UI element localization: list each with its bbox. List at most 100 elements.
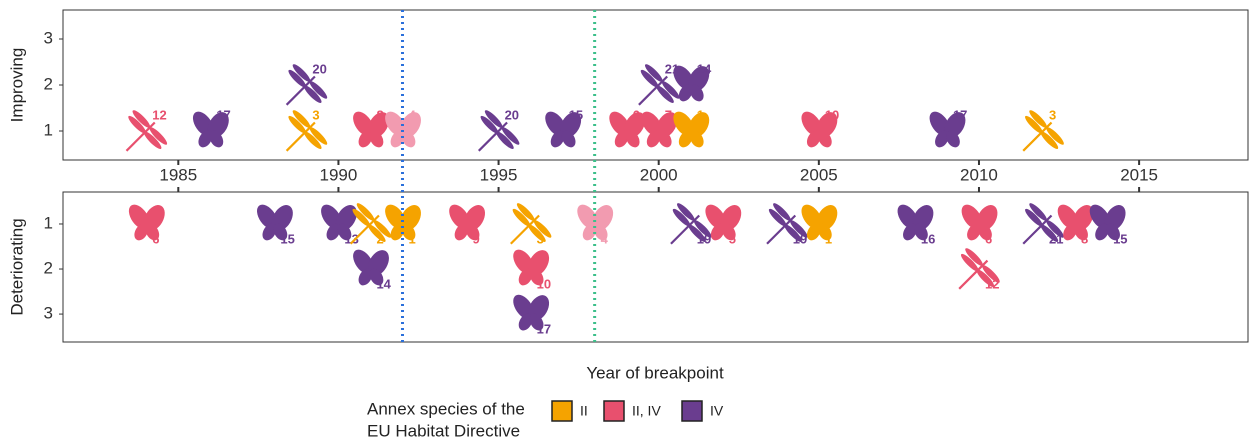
wing [288,69,306,88]
species-label: 5 [729,231,736,246]
dragonfly-shape [1022,110,1064,152]
wing [914,223,928,241]
species-marker [897,204,934,241]
legend-swatch [603,400,625,422]
wing [550,130,565,148]
species-marker [705,204,742,241]
y-axis-title: Deteriorating [7,218,26,315]
wing [454,223,469,241]
species-label: 17 [953,107,967,122]
species-marker [192,111,229,148]
wing [337,223,352,241]
body [349,214,380,245]
wing [352,208,371,227]
species-marker [510,203,552,245]
y-axis-title: Improving [7,48,26,123]
wing [982,265,1000,283]
species-label: 20 [312,61,326,76]
species-marker [958,248,1000,290]
wing [946,130,960,148]
species-label: 14 [376,276,391,291]
species-label: 8 [376,107,383,122]
legend-title: EU Habitat Directive [367,421,520,440]
wing [773,203,791,221]
wing [806,223,821,241]
species-marker [125,110,168,152]
species-marker [673,111,710,148]
wing [689,130,704,148]
species-label: 4 [601,231,609,246]
wing [561,130,576,148]
body [1022,121,1053,152]
wing [1046,127,1064,145]
species-label: 2 [376,231,383,246]
species-marker [513,249,550,286]
species-marker [577,204,614,241]
wing [817,223,832,241]
wing [358,130,373,148]
body [125,121,156,152]
species-label: 6 [985,231,992,246]
dragonfly-shape [285,64,328,106]
wing [1029,110,1047,128]
dragonfly-shape [125,110,168,152]
species-marker [545,111,582,148]
species-marker [1022,110,1064,152]
species-marker [801,111,838,148]
species-label: 15 [1113,231,1127,246]
wing [529,313,544,331]
wing [689,84,704,102]
wing [640,69,659,88]
species-label: 7 [665,107,672,122]
species-label: 19 [793,231,807,246]
wing [678,130,693,148]
wing [656,85,674,103]
species-marker [1089,204,1126,241]
wing [309,81,328,99]
wing [132,110,151,128]
wing [978,223,992,241]
x-tick-label: 2005 [800,165,838,184]
wing [1040,131,1059,149]
species-marker [385,111,421,148]
dragonfly-shape [1022,203,1064,245]
wing [806,130,821,148]
species-label: 1 [825,231,832,246]
species-marker [929,111,966,148]
wing [209,130,224,148]
legend-label: II, IV [632,403,661,419]
species-label: 15 [280,231,294,246]
species-label: 17 [537,322,551,337]
species-marker [961,204,998,241]
wing [1074,223,1088,241]
dragonfly-shape [670,203,712,245]
body [1022,214,1053,245]
species-marker [1022,203,1064,245]
wing [1040,224,1059,242]
wing [528,224,546,242]
species-label: 3 [312,107,319,122]
x-tick-label: 1985 [159,165,197,184]
wing [644,64,663,82]
wing [262,223,277,241]
wing [303,85,322,103]
wing [518,268,533,286]
species-label: 10 [537,276,551,291]
wing [1106,223,1120,241]
y-tick-label: 2 [44,74,53,93]
species-marker [257,204,293,241]
species-marker [609,111,646,148]
y-tick-label: 2 [44,259,53,278]
species-label: 9 [473,231,480,246]
wing [369,268,384,286]
legend-swatch [551,400,573,422]
wing [817,130,832,148]
wing [710,223,725,241]
species-label: 16 [921,231,935,246]
species-label: 1 [408,231,415,246]
wing [303,131,322,149]
species-marker [128,204,165,241]
wing [678,84,693,102]
body [285,75,316,106]
